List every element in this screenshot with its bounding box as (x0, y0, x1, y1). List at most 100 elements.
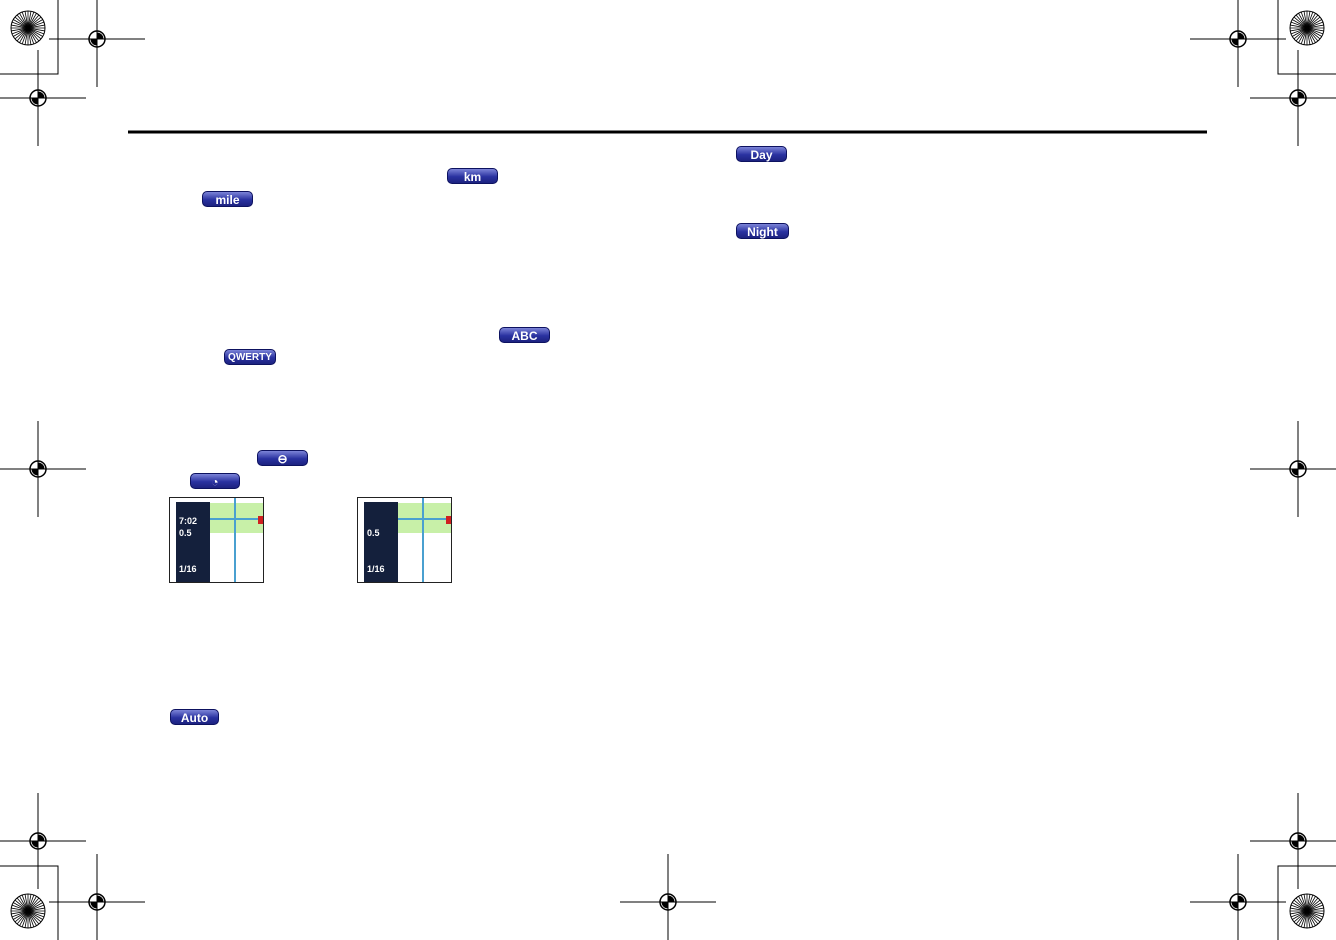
print-mark (11, 24, 29, 29)
clock-button[interactable]: ◔ (190, 473, 240, 489)
print-mark (21, 894, 29, 912)
print-mark (1306, 16, 1321, 29)
print-mark (29, 89, 47, 107)
night-button[interactable]: Night (736, 223, 789, 239)
day-button[interactable]: Day (736, 146, 787, 162)
print-mark (21, 910, 29, 928)
print-mark (1290, 27, 1308, 32)
print-mark (1231, 895, 1245, 909)
print-mark (661, 895, 675, 909)
print-mark (21, 27, 29, 45)
print-mark (27, 902, 43, 912)
distance: 0.5 (367, 528, 380, 538)
print-mark (27, 904, 45, 912)
time: 7:02 (179, 516, 198, 526)
print-mark (27, 16, 42, 29)
print-mark (1306, 904, 1324, 912)
print-mark (27, 27, 43, 37)
print-mark (11, 27, 29, 35)
print-mark (13, 910, 29, 920)
print-mark (1292, 902, 1308, 912)
print-mark (1306, 910, 1311, 928)
print-mark (27, 910, 42, 923)
print-mark (27, 907, 45, 912)
print-mark (27, 27, 40, 42)
print-mark (27, 897, 40, 912)
print-mark (27, 894, 32, 912)
print-mark (1291, 91, 1305, 105)
print-mark (1306, 27, 1311, 45)
print-mark (27, 910, 37, 926)
print-mark (1229, 893, 1247, 911)
print-mark (1306, 902, 1322, 912)
print-mark (27, 27, 45, 32)
print-mark (1292, 27, 1308, 37)
print-mark (1306, 897, 1319, 912)
print-mark (1298, 27, 1308, 43)
print-mark (1306, 910, 1314, 928)
print-mark (1291, 462, 1305, 476)
print-mark (1306, 27, 1319, 42)
print-mark (27, 910, 32, 928)
print-mark (90, 895, 104, 909)
print-mark (27, 910, 35, 928)
print-mark (1306, 27, 1314, 45)
print-mark (1300, 910, 1308, 928)
print-mark (16, 27, 29, 42)
print-mark (1306, 907, 1324, 912)
print-mark (31, 462, 45, 476)
print-mark (19, 896, 29, 912)
print-mark (11, 27, 29, 32)
qwerty-button[interactable]: QWERTY (224, 349, 276, 365)
print-mark (19, 13, 29, 29)
print-mark (1303, 11, 1308, 29)
print-mark (88, 893, 106, 911)
print-mark (27, 27, 37, 43)
print-mark (1306, 11, 1311, 29)
print-mark (1295, 897, 1308, 912)
print-mark (1293, 910, 1308, 923)
print-mark (27, 910, 45, 915)
print-mark (1306, 910, 1321, 923)
print-mark (11, 910, 29, 918)
print-mark (1290, 21, 1308, 29)
print-mark (24, 11, 29, 29)
abc-button[interactable]: ABC (499, 327, 550, 343)
timer-button[interactable]: ⊖ (257, 450, 308, 466)
km-button[interactable]: km (447, 168, 498, 184)
print-mark (1306, 910, 1316, 926)
auto-button[interactable]: Auto (170, 709, 219, 725)
print-mark (1290, 907, 1308, 912)
print-mark (11, 21, 29, 29)
print-mark (1293, 16, 1308, 29)
print-mark (11, 910, 29, 915)
print-mark (1292, 19, 1308, 29)
print-mark (1289, 89, 1307, 107)
print-mark (27, 27, 35, 45)
print-mark (31, 91, 45, 105)
print-mark (1231, 32, 1245, 46)
print-mark (1277, 865, 1336, 940)
print-mark (1293, 899, 1308, 912)
print-mark (1298, 910, 1308, 926)
print-mark (1289, 460, 1307, 478)
print-mark (1291, 834, 1305, 848)
print-mark (1306, 27, 1321, 40)
print-mark (1295, 910, 1308, 925)
print-mark (14, 27, 29, 40)
print-mark (1290, 910, 1308, 918)
print-mark (27, 21, 45, 29)
print-mark (1303, 894, 1308, 912)
print-mark (27, 13, 37, 29)
print-mark (27, 27, 42, 40)
print-mark (19, 910, 29, 926)
print-mark (1306, 24, 1324, 29)
distance: 0.5 (179, 528, 192, 538)
print-mark (24, 27, 29, 45)
print-mark (16, 14, 29, 29)
print-mark (1306, 894, 1314, 912)
mile-button[interactable]: mile (202, 191, 253, 207)
print-mark (1300, 27, 1308, 45)
